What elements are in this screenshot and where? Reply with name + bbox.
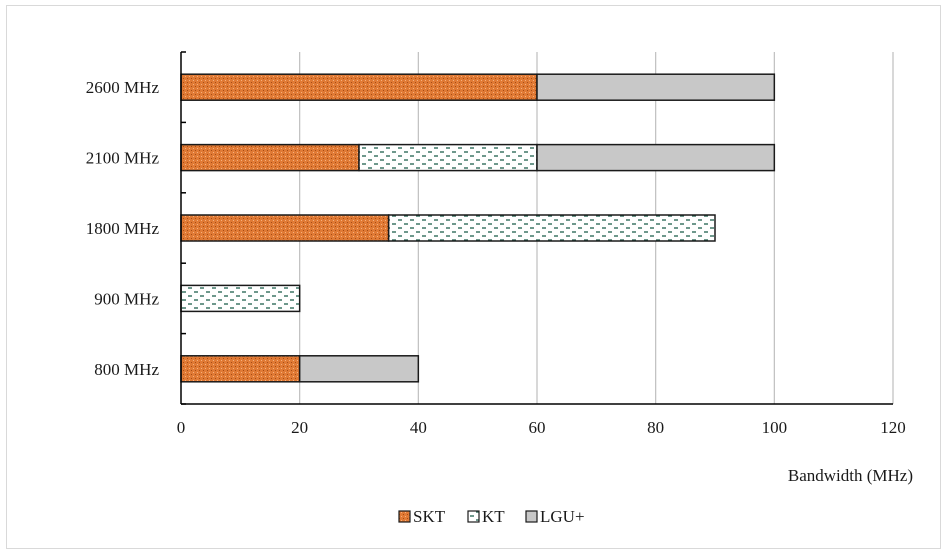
bar-segment [180, 143, 360, 172]
category-label: 2100 MHz [86, 149, 160, 168]
legend-swatch [398, 510, 411, 523]
x-tick-label: 60 [529, 418, 546, 437]
x-tick-label: 80 [647, 418, 664, 437]
x-tick-label: 120 [880, 418, 906, 437]
legend-label: LGU+ [540, 507, 585, 526]
x-tick-label: 0 [177, 418, 186, 437]
bar-segment [536, 73, 776, 101]
category-label: 1800 MHz [86, 219, 160, 238]
bar-segment [180, 284, 301, 313]
bar-segment [180, 355, 301, 383]
x-tick-label: 100 [762, 418, 788, 437]
x-tick-label: 20 [291, 418, 308, 437]
x-axis-title: Bandwidth (MHz) [788, 466, 913, 485]
bar-segment [180, 214, 390, 242]
category-label: 2600 MHz [86, 78, 160, 97]
category-label: 900 MHz [94, 289, 159, 308]
bar-segment [180, 73, 538, 101]
labels: 0 20 40 60 80 100 120 2600 MHz 2100 MHz 1800 MHz 9… [86, 78, 906, 437]
legend: SKT KT LGU+ [398, 507, 585, 526]
category-label: 800 MHz [94, 360, 159, 379]
legend-swatch [525, 510, 538, 523]
bar-chart: 0 20 40 60 80 100 120 2600 MHz 2100 MHz 1800 MHz 9… [86, 51, 913, 526]
bar-segment [536, 143, 776, 172]
x-tick-label: 40 [410, 418, 427, 437]
legend-label: KT [482, 507, 505, 526]
axes [180, 51, 893, 405]
bars [180, 73, 776, 383]
bar-segment [387, 214, 716, 242]
bar-segment [358, 143, 538, 172]
chart-frame: 0 20 40 60 80 100 120 2600 MHz 2100 MHz 1800 MHz 9… [6, 5, 941, 549]
legend-swatch [467, 510, 480, 523]
bar-segment [298, 355, 420, 383]
legend-label: SKT [413, 507, 446, 526]
